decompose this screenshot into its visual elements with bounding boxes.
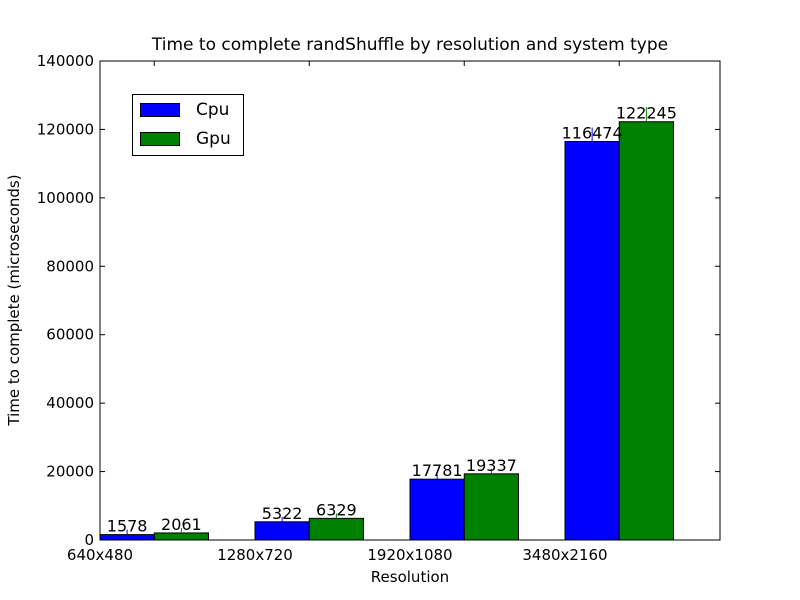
value-label-gpu-3480x2160: 122245 xyxy=(616,104,677,123)
chart-title: Time to complete randShuffle by resoluti… xyxy=(151,35,669,55)
value-label-cpu-1280x720: 5322 xyxy=(262,504,303,523)
x-tick-label: 1920x1080 xyxy=(367,546,452,564)
y-tick-label: 140000 xyxy=(37,52,94,70)
value-label-cpu-640x480: 1578 xyxy=(107,517,148,536)
plot-frame xyxy=(99,60,721,541)
x-tick-label: 1280x720 xyxy=(217,546,293,564)
bar-cpu-1920x1080 xyxy=(409,478,465,541)
value-label-gpu-1280x720: 6329 xyxy=(316,500,357,519)
bar-cpu-3480x2160 xyxy=(564,140,620,541)
error-bars-group xyxy=(126,107,647,535)
y-tick-label: 100000 xyxy=(37,189,94,207)
value-label-gpu-640x480: 2061 xyxy=(161,515,202,534)
bar-gpu-1920x1080 xyxy=(463,473,519,541)
legend: Cpu Gpu xyxy=(132,94,244,156)
legend-label-gpu: Gpu xyxy=(196,129,231,149)
bars-group xyxy=(99,121,674,541)
bar-gpu-640x480 xyxy=(153,532,209,541)
value-label-cpu-1920x1080: 17781 xyxy=(412,461,463,480)
legend-swatch-gpu xyxy=(140,132,180,146)
value-labels-group: 1578 5322 17781 116474 2061 6329 19337 122245 xyxy=(107,104,677,536)
value-label-cpu-3480x2160: 116474 xyxy=(562,123,623,142)
legend-item-gpu: Gpu xyxy=(140,129,231,149)
legend-swatch-cpu xyxy=(140,103,180,117)
y-tick-label: 40000 xyxy=(46,394,94,412)
legend-item-cpu: Cpu xyxy=(140,100,230,120)
x-tick-label: 640x480 xyxy=(67,546,133,564)
x-tick-label: 3480x2160 xyxy=(522,546,607,564)
y-tick-label: 20000 xyxy=(46,463,94,481)
value-label-gpu-1920x1080: 19337 xyxy=(466,456,517,475)
y-tick-label: 120000 xyxy=(37,120,94,138)
x-axis-label: Resolution xyxy=(370,568,450,586)
bar-gpu-3480x2160 xyxy=(618,121,674,541)
y-tick-label: 60000 xyxy=(46,326,94,344)
y-ticks-group: 0 20000 40000 60000 80000 100000 120000 140000 xyxy=(37,52,720,549)
legend-label-cpu: Cpu xyxy=(196,100,230,120)
y-tick-label: 0 xyxy=(84,531,94,549)
y-tick-label: 80000 xyxy=(46,257,94,275)
bar-gpu-1280x720 xyxy=(308,517,364,541)
x-ticks-group: 640x480 1280x720 1920x1080 3480x2160 xyxy=(67,61,620,564)
bar-cpu-1280x720 xyxy=(254,521,310,541)
